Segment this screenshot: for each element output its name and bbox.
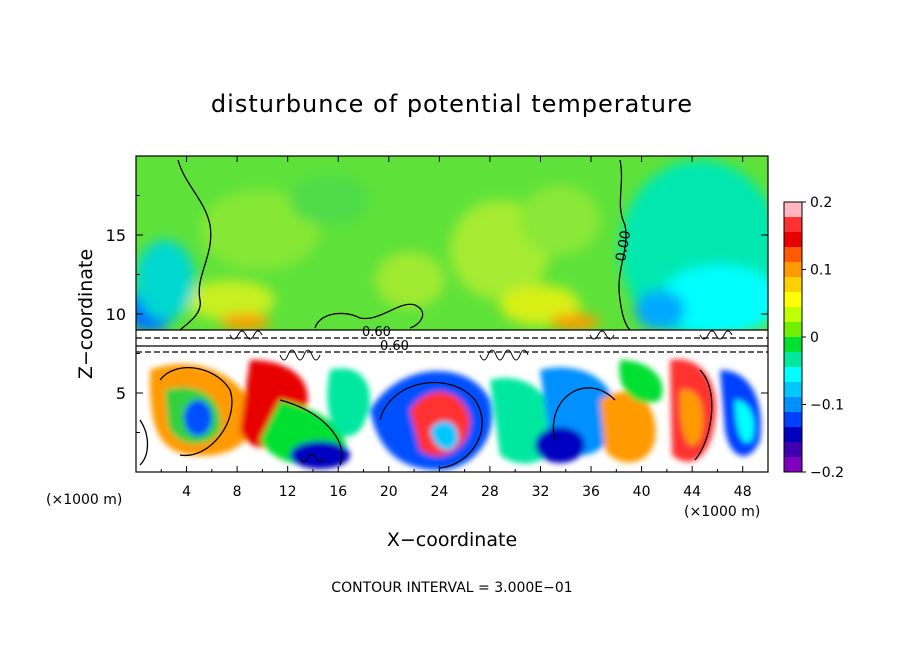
x-tick-label-4: 20: [380, 484, 398, 500]
contour-lines: [136, 159, 768, 469]
colorbar: 0.2 0.1 0 −0.1 −0.2: [783, 195, 844, 481]
colorbar-swatch-1: [784, 217, 802, 233]
x-axis-label: X−coordinate: [387, 529, 517, 551]
colorbar-label-4: −0.2: [810, 465, 844, 481]
x-tick-label-5: 24: [430, 484, 448, 500]
x-tick-label-6: 28: [481, 484, 499, 500]
colorbar-swatch-2: [784, 232, 802, 248]
colorbar-swatch-8: [784, 322, 802, 338]
colorbar-swatch-16: [784, 442, 802, 458]
contour-label-2: 0.60: [380, 339, 409, 354]
colorbar-swatch-7: [784, 307, 802, 323]
x-tick-label-0: 4: [182, 484, 191, 500]
x-tick-label-2: 12: [279, 484, 297, 500]
plot-area: 0.00 0.60 0.60: [136, 156, 768, 472]
y-tick-label-2: 15: [106, 226, 126, 245]
colorbar-swatch-5: [784, 277, 802, 293]
x-tick-label-1: 8: [233, 484, 242, 500]
colorbar-swatch-13: [784, 397, 802, 413]
contour-label-1: 0.60: [362, 325, 391, 340]
colorbar-swatch-14: [784, 412, 802, 428]
colorbar-swatch-6: [784, 292, 802, 308]
colorbar-swatch-15: [784, 427, 802, 443]
contour-interval-note: CONTOUR INTERVAL = 3.000E−01: [331, 580, 572, 596]
x-axis: 4 8 12 16 20 24 28 32 36 40 44 48: [160, 156, 752, 500]
colorbar-swatch-4: [784, 262, 802, 278]
colorbar-swatch-9: [784, 337, 802, 353]
y-tick-label-0: 5: [116, 384, 126, 403]
y-axis-label: Z−coordinate: [75, 249, 97, 379]
colorbar-label-0: 0.2: [810, 195, 832, 211]
x-tick-label-8: 36: [582, 484, 600, 500]
colorbar-swatch-0: [784, 202, 802, 218]
contour-label-0: 0.00: [613, 229, 634, 262]
field-upper-texture: [136, 160, 768, 340]
contour-noise: [229, 330, 733, 463]
chart-title: disturbunce of potential temperature: [211, 90, 693, 118]
colorbar-swatch-12: [784, 382, 802, 398]
colorbar-swatch-10: [784, 352, 802, 368]
colorbar-swatch-11: [784, 367, 802, 383]
colorbar-label-2: 0: [810, 330, 819, 346]
colorbar-label-1: 0.1: [810, 263, 832, 279]
x-tick-label-9: 40: [633, 484, 651, 500]
colorbar-swatch-3: [784, 247, 802, 263]
x-unit-left: (×1000 m): [46, 492, 122, 508]
x-tick-label-3: 16: [329, 484, 347, 500]
x-tick-label-10: 44: [683, 484, 701, 500]
y-axis: 5 10 15: [106, 195, 768, 433]
field-interface-band: [136, 330, 768, 354]
y-tick-label-1: 10: [106, 305, 126, 324]
x-unit-right: (×1000 m): [684, 504, 760, 520]
x-tick-label-7: 32: [532, 484, 550, 500]
colorbar-swatch-17: [784, 457, 802, 473]
x-tick-label-11: 48: [734, 484, 752, 500]
colorbar-label-3: −0.1: [810, 398, 844, 414]
